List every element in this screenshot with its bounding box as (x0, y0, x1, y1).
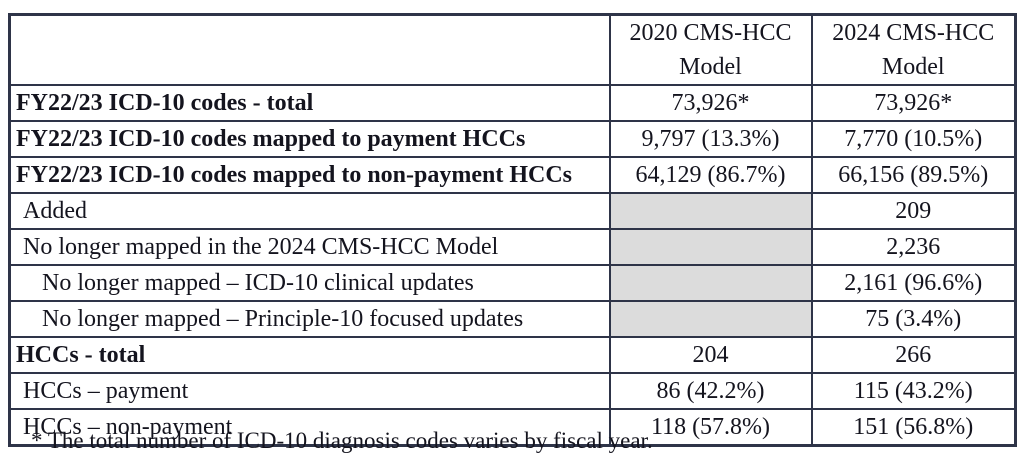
header-row: 2020 CMS-HCC Model 2024 CMS-HCC Model (8, 13, 1017, 87)
column-header-empty (8, 13, 611, 87)
table-row: FY22/23 ICD-10 codes mapped to payment H… (8, 120, 1017, 159)
row-label: No longer mapped – ICD-10 clinical updat… (8, 264, 611, 303)
value-2020 (608, 192, 813, 231)
value-2024: 7,770 (10.5%) (810, 120, 1017, 159)
value-2024: 209 (810, 192, 1017, 231)
table-row: No longer mapped in the 2024 CMS-HCC Mod… (8, 228, 1017, 267)
row-label: FY22/23 ICD-10 codes - total (8, 84, 611, 123)
table-row: FY22/23 ICD-10 codes mapped to non-payme… (8, 156, 1017, 195)
table-row: No longer mapped – Principle-10 focused … (8, 300, 1017, 339)
value-2024: 2,161 (96.6%) (810, 264, 1017, 303)
footnote: * The total number of ICD-10 diagnosis c… (31, 428, 653, 453)
table-row: HCCs - total 204 266 (8, 336, 1017, 375)
value-2024: 66,156 (89.5%) (810, 156, 1017, 195)
table-row: HCCs – payment 86 (42.2%) 115 (43.2%) (8, 372, 1017, 411)
value-2020: 86 (42.2%) (608, 372, 813, 411)
value-2024: 266 (810, 336, 1017, 375)
cms-hcc-comparison-table: 2020 CMS-HCC Model 2024 CMS-HCC Model FY… (8, 13, 1017, 448)
column-header-2020-model: 2020 CMS-HCC Model (608, 13, 813, 87)
row-label: HCCs - total (8, 336, 611, 375)
column-header-2024-model: 2024 CMS-HCC Model (810, 13, 1017, 87)
value-2020 (608, 228, 813, 267)
value-2024: 2,236 (810, 228, 1017, 267)
row-label: Added (8, 192, 611, 231)
value-2024: 151 (56.8%) (810, 408, 1017, 447)
value-2020: 64,129 (86.7%) (608, 156, 813, 195)
row-label: FY22/23 ICD-10 codes mapped to payment H… (8, 120, 611, 159)
value-2024: 115 (43.2%) (810, 372, 1017, 411)
row-label: No longer mapped in the 2024 CMS-HCC Mod… (8, 228, 611, 267)
value-2020: 204 (608, 336, 813, 375)
value-2024: 75 (3.4%) (810, 300, 1017, 339)
value-2020: 73,926* (608, 84, 813, 123)
table-row: Added 209 (8, 192, 1017, 231)
table-row: FY22/23 ICD-10 codes - total 73,926* 73,92… (8, 84, 1017, 123)
value-2020 (608, 264, 813, 303)
value-2020: 9,797 (13.3%) (608, 120, 813, 159)
row-label: HCCs – non-payment (8, 408, 611, 447)
value-2020 (608, 300, 813, 339)
table-row: HCCs – non-payment 118 (57.8%) 151 (56.8%) (8, 408, 1017, 447)
row-label: No longer mapped – Principle-10 focused … (8, 300, 611, 339)
row-label: HCCs – payment (8, 372, 611, 411)
value-2020: 118 (57.8%) (608, 408, 813, 447)
table-row: No longer mapped – ICD-10 clinical updat… (8, 264, 1017, 303)
row-label: FY22/23 ICD-10 codes mapped to non-payme… (8, 156, 611, 195)
value-2024: 73,926* (810, 84, 1017, 123)
